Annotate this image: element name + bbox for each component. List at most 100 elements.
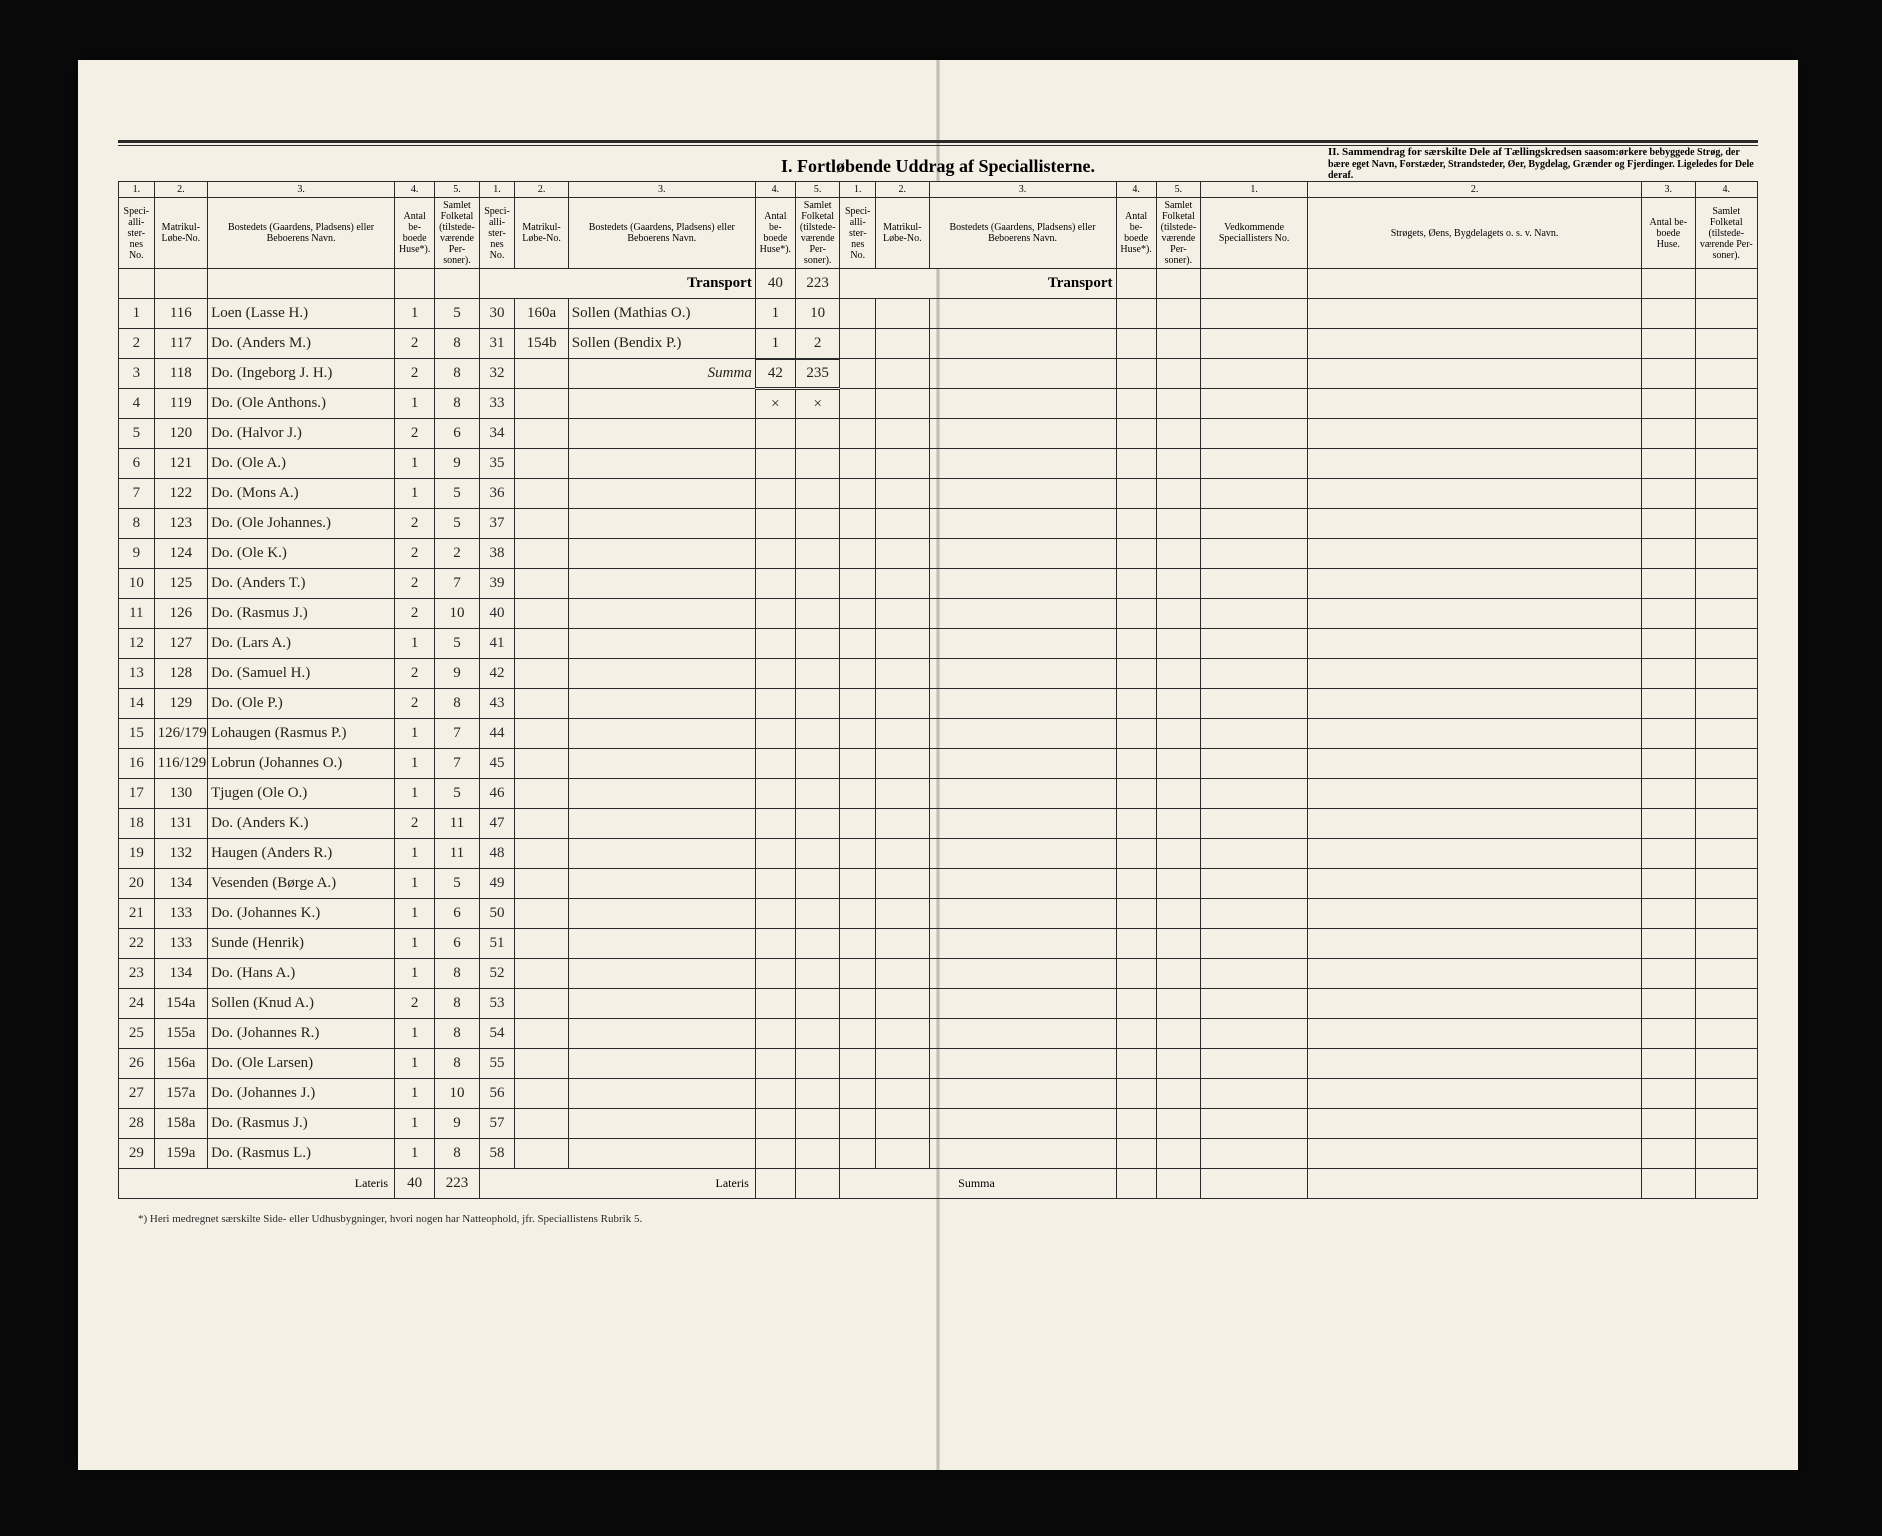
cell: 1	[119, 299, 155, 329]
cn: 3.	[929, 182, 1116, 198]
cell	[1116, 509, 1156, 539]
cell	[840, 719, 876, 749]
cell	[795, 959, 840, 989]
cn: 2.	[154, 182, 207, 198]
cell: 10	[435, 1079, 480, 1109]
cell	[929, 449, 1116, 479]
section-ii-heading: II. Sammendrag for særskilte Dele af Tæl…	[1328, 146, 1758, 182]
cell	[840, 539, 876, 569]
ch: Matrikul-Løbe-No.	[515, 198, 568, 269]
cell	[1156, 959, 1201, 989]
cell: 5	[435, 299, 480, 329]
cell: 29	[119, 1139, 155, 1169]
cell	[515, 689, 568, 719]
cell: Do. (Anders M.)	[208, 329, 395, 359]
cell	[929, 419, 1116, 449]
cell	[876, 809, 929, 839]
cell	[1116, 779, 1156, 809]
cell: Do. (Ole K.)	[208, 539, 395, 569]
cell	[795, 569, 840, 599]
cn: 3.	[208, 182, 395, 198]
cell: Lobrun (Johannes O.)	[208, 749, 395, 779]
cell	[755, 869, 795, 899]
cell	[568, 989, 755, 1019]
cell	[1308, 389, 1642, 419]
cell	[515, 989, 568, 1019]
cell: 23	[119, 959, 155, 989]
cell	[1308, 779, 1642, 809]
cell	[1308, 269, 1642, 299]
table-row: 19132Haugen (Anders R.)11148	[119, 839, 1758, 869]
cell	[1201, 1169, 1308, 1199]
cell: 5	[435, 629, 480, 659]
cell	[1156, 569, 1201, 599]
cn: 2.	[876, 182, 929, 198]
cell	[1201, 1079, 1308, 1109]
cell	[568, 629, 755, 659]
cell	[840, 959, 876, 989]
cell	[876, 509, 929, 539]
cell	[795, 779, 840, 809]
cell	[755, 659, 795, 689]
cell: Do. (Ingeborg J. H.)	[208, 359, 395, 389]
cell	[515, 719, 568, 749]
cell	[119, 269, 155, 299]
cell	[840, 689, 876, 719]
cell	[1642, 599, 1695, 629]
cell	[1642, 449, 1695, 479]
cell	[1695, 299, 1757, 329]
cell: 6	[435, 419, 480, 449]
cell	[515, 959, 568, 989]
cell	[1642, 959, 1695, 989]
ch: Samlet Folketal (tilstede-værende Per-so…	[1695, 198, 1757, 269]
cell	[1116, 809, 1156, 839]
cell	[1695, 689, 1757, 719]
cell	[1201, 1139, 1308, 1169]
ch: Bostedets (Gaardens, Pladsens) eller Beb…	[929, 198, 1116, 269]
cell: 26	[119, 1049, 155, 1079]
cell	[1642, 1139, 1695, 1169]
ch: Bostedets (Gaardens, Pladsens) eller Beb…	[208, 198, 395, 269]
cell	[1695, 1139, 1757, 1169]
cell	[1308, 359, 1642, 389]
cell	[1156, 479, 1201, 509]
col-label-row: Speci-alli-ster-nes No. Matrikul-Løbe-No…	[119, 198, 1758, 269]
cell	[515, 1079, 568, 1109]
cell: 43	[479, 689, 515, 719]
cell	[795, 479, 840, 509]
cell: 2	[395, 569, 435, 599]
cell: 1	[395, 1049, 435, 1079]
cell	[929, 329, 1116, 359]
cell	[515, 359, 568, 389]
cell	[1642, 509, 1695, 539]
cell: Sollen (Knud A.)	[208, 989, 395, 1019]
cell	[1695, 389, 1757, 419]
ch: Speci-alli-ster-nes No.	[119, 198, 155, 269]
cell: 1	[395, 779, 435, 809]
cell	[568, 419, 755, 449]
cell	[1642, 689, 1695, 719]
cell	[929, 1079, 1116, 1109]
cell	[876, 569, 929, 599]
cell	[876, 1079, 929, 1109]
cell: 1	[395, 929, 435, 959]
cell	[1116, 899, 1156, 929]
cell	[1642, 359, 1695, 389]
cell	[840, 359, 876, 389]
cell: 129	[154, 689, 207, 719]
cell	[1642, 269, 1695, 299]
cell: 30	[479, 299, 515, 329]
cell	[1695, 1169, 1757, 1199]
cell	[568, 809, 755, 839]
cell: 126	[154, 599, 207, 629]
cell: 8	[435, 1019, 480, 1049]
cell	[1201, 659, 1308, 689]
cell	[755, 749, 795, 779]
cell	[755, 1169, 795, 1199]
cell: 156a	[154, 1049, 207, 1079]
cell: 130	[154, 779, 207, 809]
cell: 21	[119, 899, 155, 929]
cell	[840, 569, 876, 599]
cell	[929, 779, 1116, 809]
ch: Strøgets, Øens, Bygdelagets o. s. v. Nav…	[1308, 198, 1642, 269]
